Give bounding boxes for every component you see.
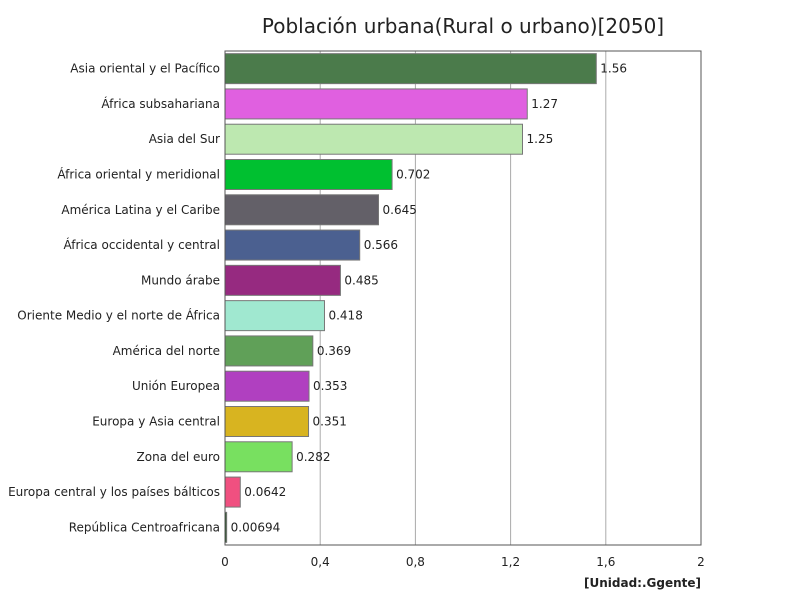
x-tick-label: 1,6 [596,555,615,569]
bar [224,264,341,296]
bar [224,441,293,473]
value-label: 0.418 [328,309,362,323]
bar [224,159,393,190]
category-label: Zona del euro [137,450,220,464]
bar [224,53,597,85]
category-label: Asia oriental y el Pacífico [70,62,220,76]
bar [224,123,523,155]
bar [224,476,241,508]
bar [224,300,325,332]
value-label: 0.702 [396,168,430,182]
value-label: 0.369 [317,344,351,358]
value-label: 0.485 [344,273,378,287]
category-label: Europa central y los países bálticos [8,485,220,499]
category-label: América del norte [113,344,220,358]
value-label: 1.25 [527,132,554,146]
value-label: 0.353 [313,379,347,393]
category-label: África oriental y meridional [57,167,220,182]
bar [224,194,380,226]
category-label: Europa y Asia central [92,415,220,429]
category-label: Unión Europea [132,379,220,393]
bars [224,53,597,543]
value-label: 0.00694 [231,520,281,534]
x-tick-label: 0,8 [406,555,425,569]
x-tick-label: 0,4 [311,555,330,569]
category-label: América Latina y el Caribe [61,203,220,217]
x-tick-label: 0 [221,555,229,569]
value-label: 0.645 [383,203,417,217]
category-label: África occidental y central [63,237,220,252]
value-labels: 1.56 1.27 1.25 0.702 0.645 0.566 0.485 0.418 0.3… [231,62,627,535]
category-label: Mundo árabe [141,273,220,287]
chart-title: Población urbana(Rural o urbano)[2050] [261,14,665,38]
bar [224,335,314,367]
value-label: 1.56 [600,62,627,76]
plot-frame [224,50,702,546]
bar [224,370,310,402]
value-label: 0.566 [364,238,398,252]
value-label: 0.282 [296,450,330,464]
value-label: 0.0642 [244,485,286,499]
bar [224,88,528,120]
category-labels: Asia oriental y el Pacífico África subsah… [8,62,220,535]
bar [224,406,310,437]
x-axis-ticks: 0 0,4 0,8 1,2 1,6 2 [221,555,705,569]
value-label: 1.27 [531,97,558,111]
category-label: África subsahariana [101,96,220,111]
x-tick-label: 2 [697,555,705,569]
unit-label: [Unidad:.Ggente] [584,576,701,590]
category-label: Oriente Medio y el norte de África [17,308,220,323]
value-label: 0.351 [313,415,347,429]
category-label: República Centroafricana [69,520,220,534]
bar [224,229,361,261]
category-label: Asia del Sur [149,132,220,146]
x-tick-label: 1,2 [501,555,520,569]
